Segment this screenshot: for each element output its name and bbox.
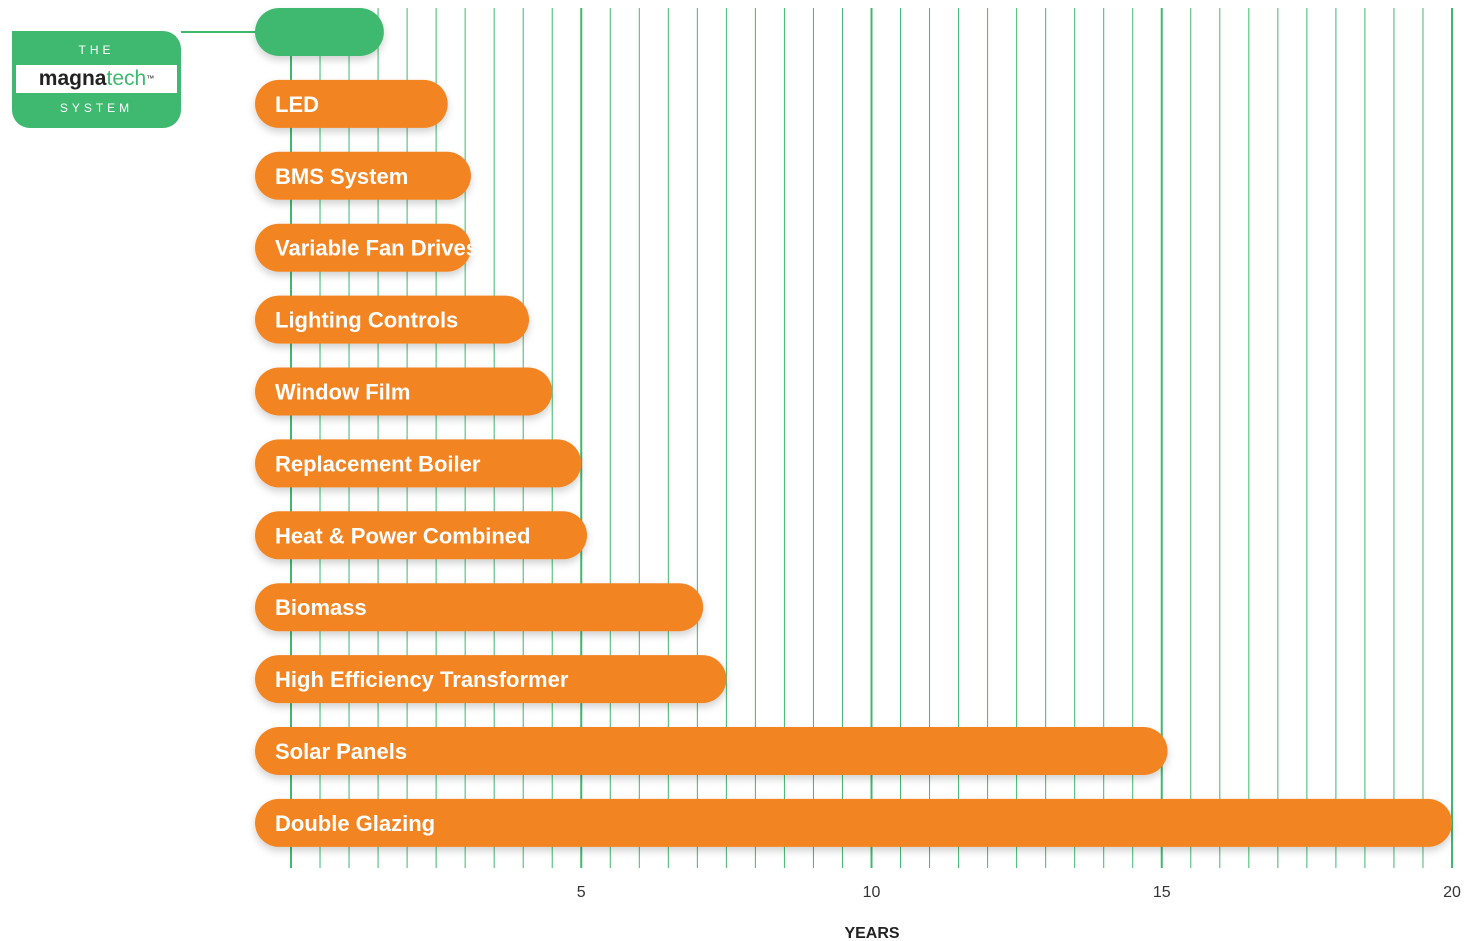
bar-group: Window Film (255, 367, 553, 416)
bar-label: BMS System (275, 164, 408, 189)
bar-label: LED (275, 92, 319, 117)
badge-bottom-text: SYSTEM (59, 101, 134, 115)
bar-group: High Efficiency Transformer (255, 655, 727, 704)
bar-group: BMS System (255, 151, 471, 200)
x-tick-label: 15 (1153, 884, 1171, 901)
bar-label: Window Film (275, 380, 410, 405)
bar (255, 439, 582, 488)
bar (255, 223, 471, 272)
bar-group: Replacement Boiler (255, 439, 582, 488)
bar (255, 151, 471, 200)
bar-label: Variable Fan Drives (275, 236, 478, 261)
bar-label: Replacement Boiler (275, 451, 481, 476)
bar (255, 727, 1168, 775)
bar-label: Double Glazing (275, 811, 435, 836)
bar (255, 798, 1452, 847)
brand-part-a: magna (38, 67, 107, 90)
x-tick-label: 20 (1443, 884, 1461, 901)
bar-group: Variable Fan Drives (255, 223, 478, 272)
bar-label: Lighting Controls (275, 308, 458, 333)
x-tick-label: 10 (863, 884, 881, 901)
bar-group: Double Glazing (255, 798, 1452, 847)
bar (255, 511, 588, 560)
magnatech-system-badge: THE magnatech™ SYSTEM (12, 31, 181, 128)
bar-label: Biomass (275, 595, 367, 620)
bar-group: Solar Panels (255, 727, 1168, 775)
bar (255, 655, 727, 704)
magnatech-logo: magnatech™ (16, 65, 177, 93)
bar-group: Lighting Controls (255, 295, 530, 344)
bar-group (255, 8, 384, 56)
bar (255, 295, 530, 344)
bar-label: Solar Panels (275, 739, 407, 764)
bar-group: LED (255, 79, 448, 128)
bar (255, 583, 704, 632)
bars: LED BMS System Variable Fan Drives Lighting… (255, 8, 1452, 847)
trademark-mark: ™ (146, 74, 155, 83)
badge-top-text: THE (78, 43, 115, 57)
bar-label: High Efficiency Transformer (275, 667, 569, 692)
brand-wordmark: magnatech™ (39, 67, 154, 91)
bar-group: Biomass (255, 583, 704, 632)
brand-part-b: tech (106, 67, 147, 90)
bar-group: Heat & Power Combined (255, 511, 588, 560)
bar (255, 367, 553, 416)
gridlines (290, 8, 1453, 868)
bar (255, 79, 448, 128)
x-ticks: 5 10 15 20 (577, 884, 1461, 901)
highlight-bar (255, 8, 384, 56)
x-axis-title: YEARS (844, 925, 899, 941)
bar-label: Heat & Power Combined (275, 523, 530, 548)
x-tick-label: 5 (577, 884, 586, 901)
